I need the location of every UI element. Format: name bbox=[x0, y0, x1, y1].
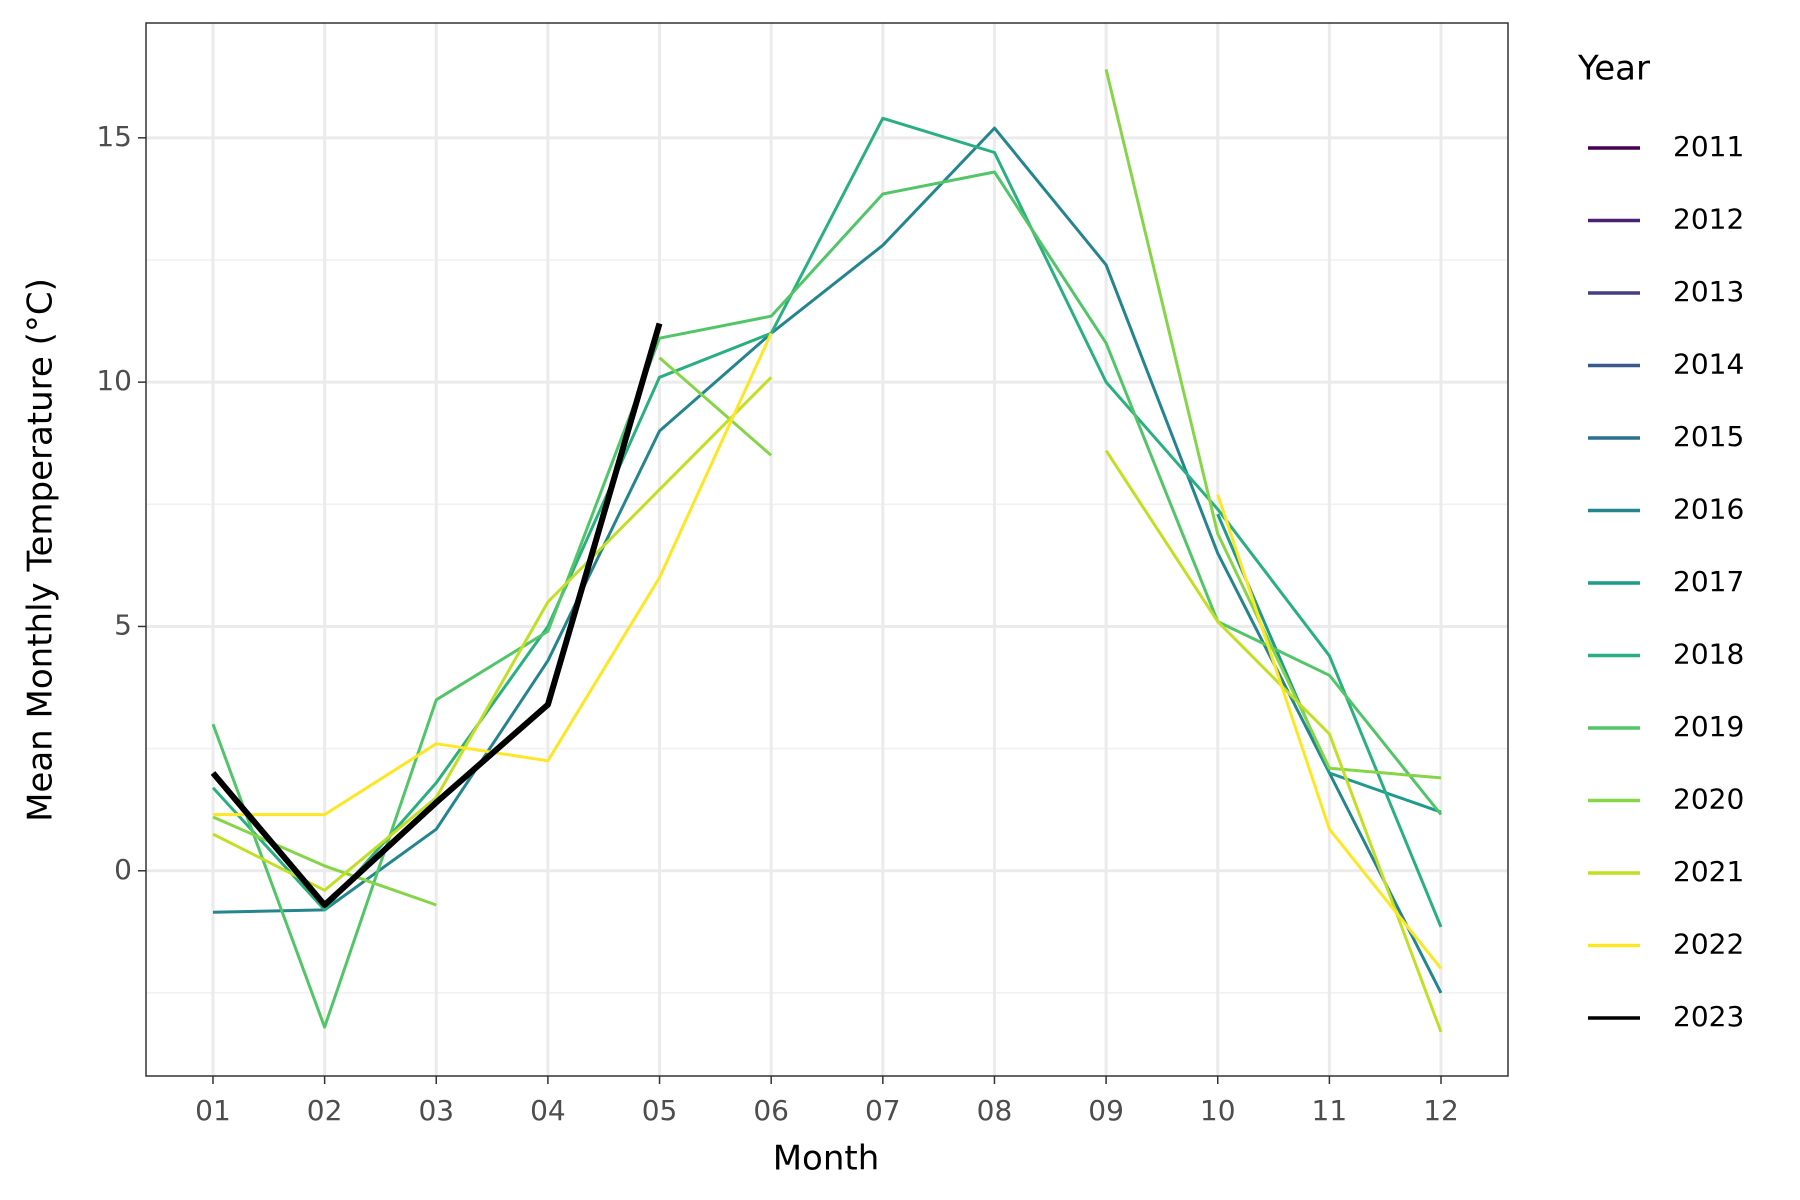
series-line bbox=[210, 322, 663, 908]
legend-label: 2023 bbox=[1673, 1000, 1744, 1033]
y-tick-label: 15 bbox=[96, 120, 132, 153]
x-tick-label: 09 bbox=[1088, 1094, 1124, 1127]
x-tick-label: 11 bbox=[1312, 1094, 1348, 1127]
panel-border bbox=[145, 22, 1509, 1077]
series-line bbox=[1216, 513, 1442, 814]
legend-label: 2018 bbox=[1673, 638, 1744, 671]
y-axis-label: Mean Monthly Temperature (°C) bbox=[21, 278, 61, 822]
x-tick-label: 04 bbox=[530, 1094, 566, 1127]
x-tick-label: 05 bbox=[642, 1094, 678, 1127]
legend-label: 2020 bbox=[1673, 783, 1744, 816]
series-line bbox=[211, 116, 1443, 928]
legend-label: 2013 bbox=[1673, 275, 1744, 308]
legend-label: 2014 bbox=[1673, 348, 1744, 381]
legend-label: 2016 bbox=[1673, 493, 1744, 526]
x-tick-label: 06 bbox=[753, 1094, 789, 1127]
panel bbox=[146, 23, 1508, 1076]
legend-label: 2012 bbox=[1673, 203, 1744, 236]
x-tick-label: 07 bbox=[865, 1094, 901, 1127]
x-tick-label: 08 bbox=[977, 1094, 1013, 1127]
legend-label: 2015 bbox=[1673, 420, 1744, 453]
x-tick-label: 02 bbox=[307, 1094, 343, 1127]
x-tick-label: 10 bbox=[1200, 1094, 1236, 1127]
y-tick-label: 10 bbox=[96, 364, 132, 397]
x-tick-label: 12 bbox=[1423, 1094, 1459, 1127]
legend-label: 2019 bbox=[1673, 710, 1744, 743]
legend-label: 2021 bbox=[1673, 855, 1744, 888]
legend-label: 2017 bbox=[1673, 565, 1744, 598]
y-tick-label: 5 bbox=[114, 608, 132, 641]
legend-label: 2022 bbox=[1673, 928, 1744, 961]
x-axis-label: Month bbox=[773, 1139, 880, 1179]
y-tick-label: 0 bbox=[114, 853, 132, 886]
x-tick-label: 03 bbox=[418, 1094, 454, 1127]
series-line bbox=[212, 126, 1443, 994]
series-line bbox=[212, 69, 1442, 907]
x-tick-label: 01 bbox=[195, 1094, 231, 1127]
legend-label: 2011 bbox=[1673, 130, 1744, 163]
legend-title: Year bbox=[1577, 49, 1650, 89]
